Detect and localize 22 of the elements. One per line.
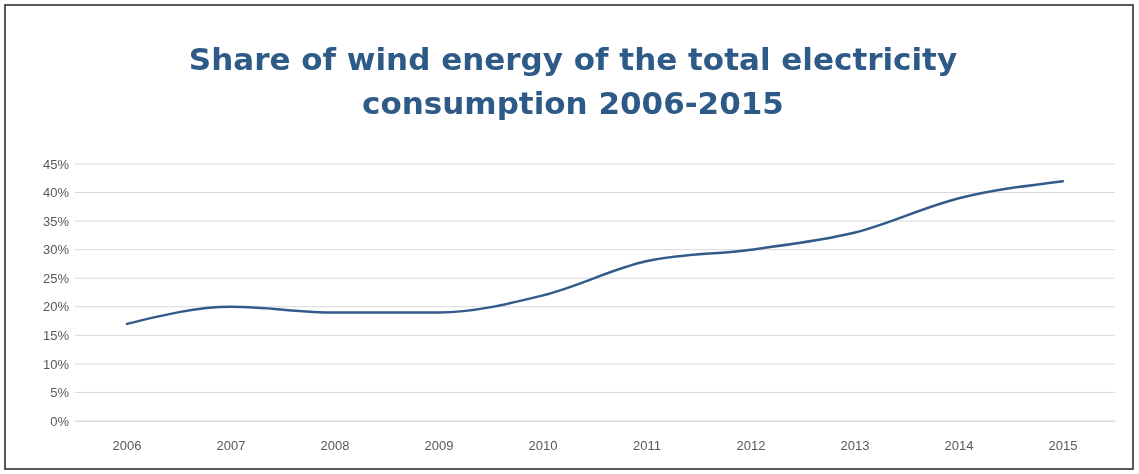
x-tick-label: 2014 (944, 438, 974, 454)
y-tick-label: 0% (50, 413, 70, 429)
x-tick-label: 2012 (736, 438, 766, 454)
chart-title: Share of wind energy of the total electricity consumption 2006-2015 (188, 41, 958, 121)
x-tick-label: 2009 (424, 438, 454, 454)
x-tick-label: 2007 (216, 438, 246, 454)
y-tick-label: 10% (42, 356, 70, 372)
y-tick-label: 5% (50, 385, 70, 401)
x-tick-label: 2008 (320, 438, 350, 454)
y-tick-label: 35% (42, 213, 70, 229)
x-tick-label: 2011 (633, 438, 661, 454)
line-series (125, 179, 1065, 326)
y-tick-label: 40% (42, 185, 70, 201)
x-tick-label: 2006 (112, 438, 142, 454)
x-tick-label: 2010 (528, 438, 558, 454)
y-tick-label: 15% (42, 327, 70, 343)
y-tick-label: 20% (42, 299, 70, 315)
x-tick-label: 2015 (1048, 438, 1078, 454)
y-tick-label: 30% (42, 242, 70, 258)
y-tick-label: 25% (42, 270, 70, 286)
y-tick-label: 45% (42, 156, 70, 172)
x-tick-label: 2013 (840, 438, 870, 454)
